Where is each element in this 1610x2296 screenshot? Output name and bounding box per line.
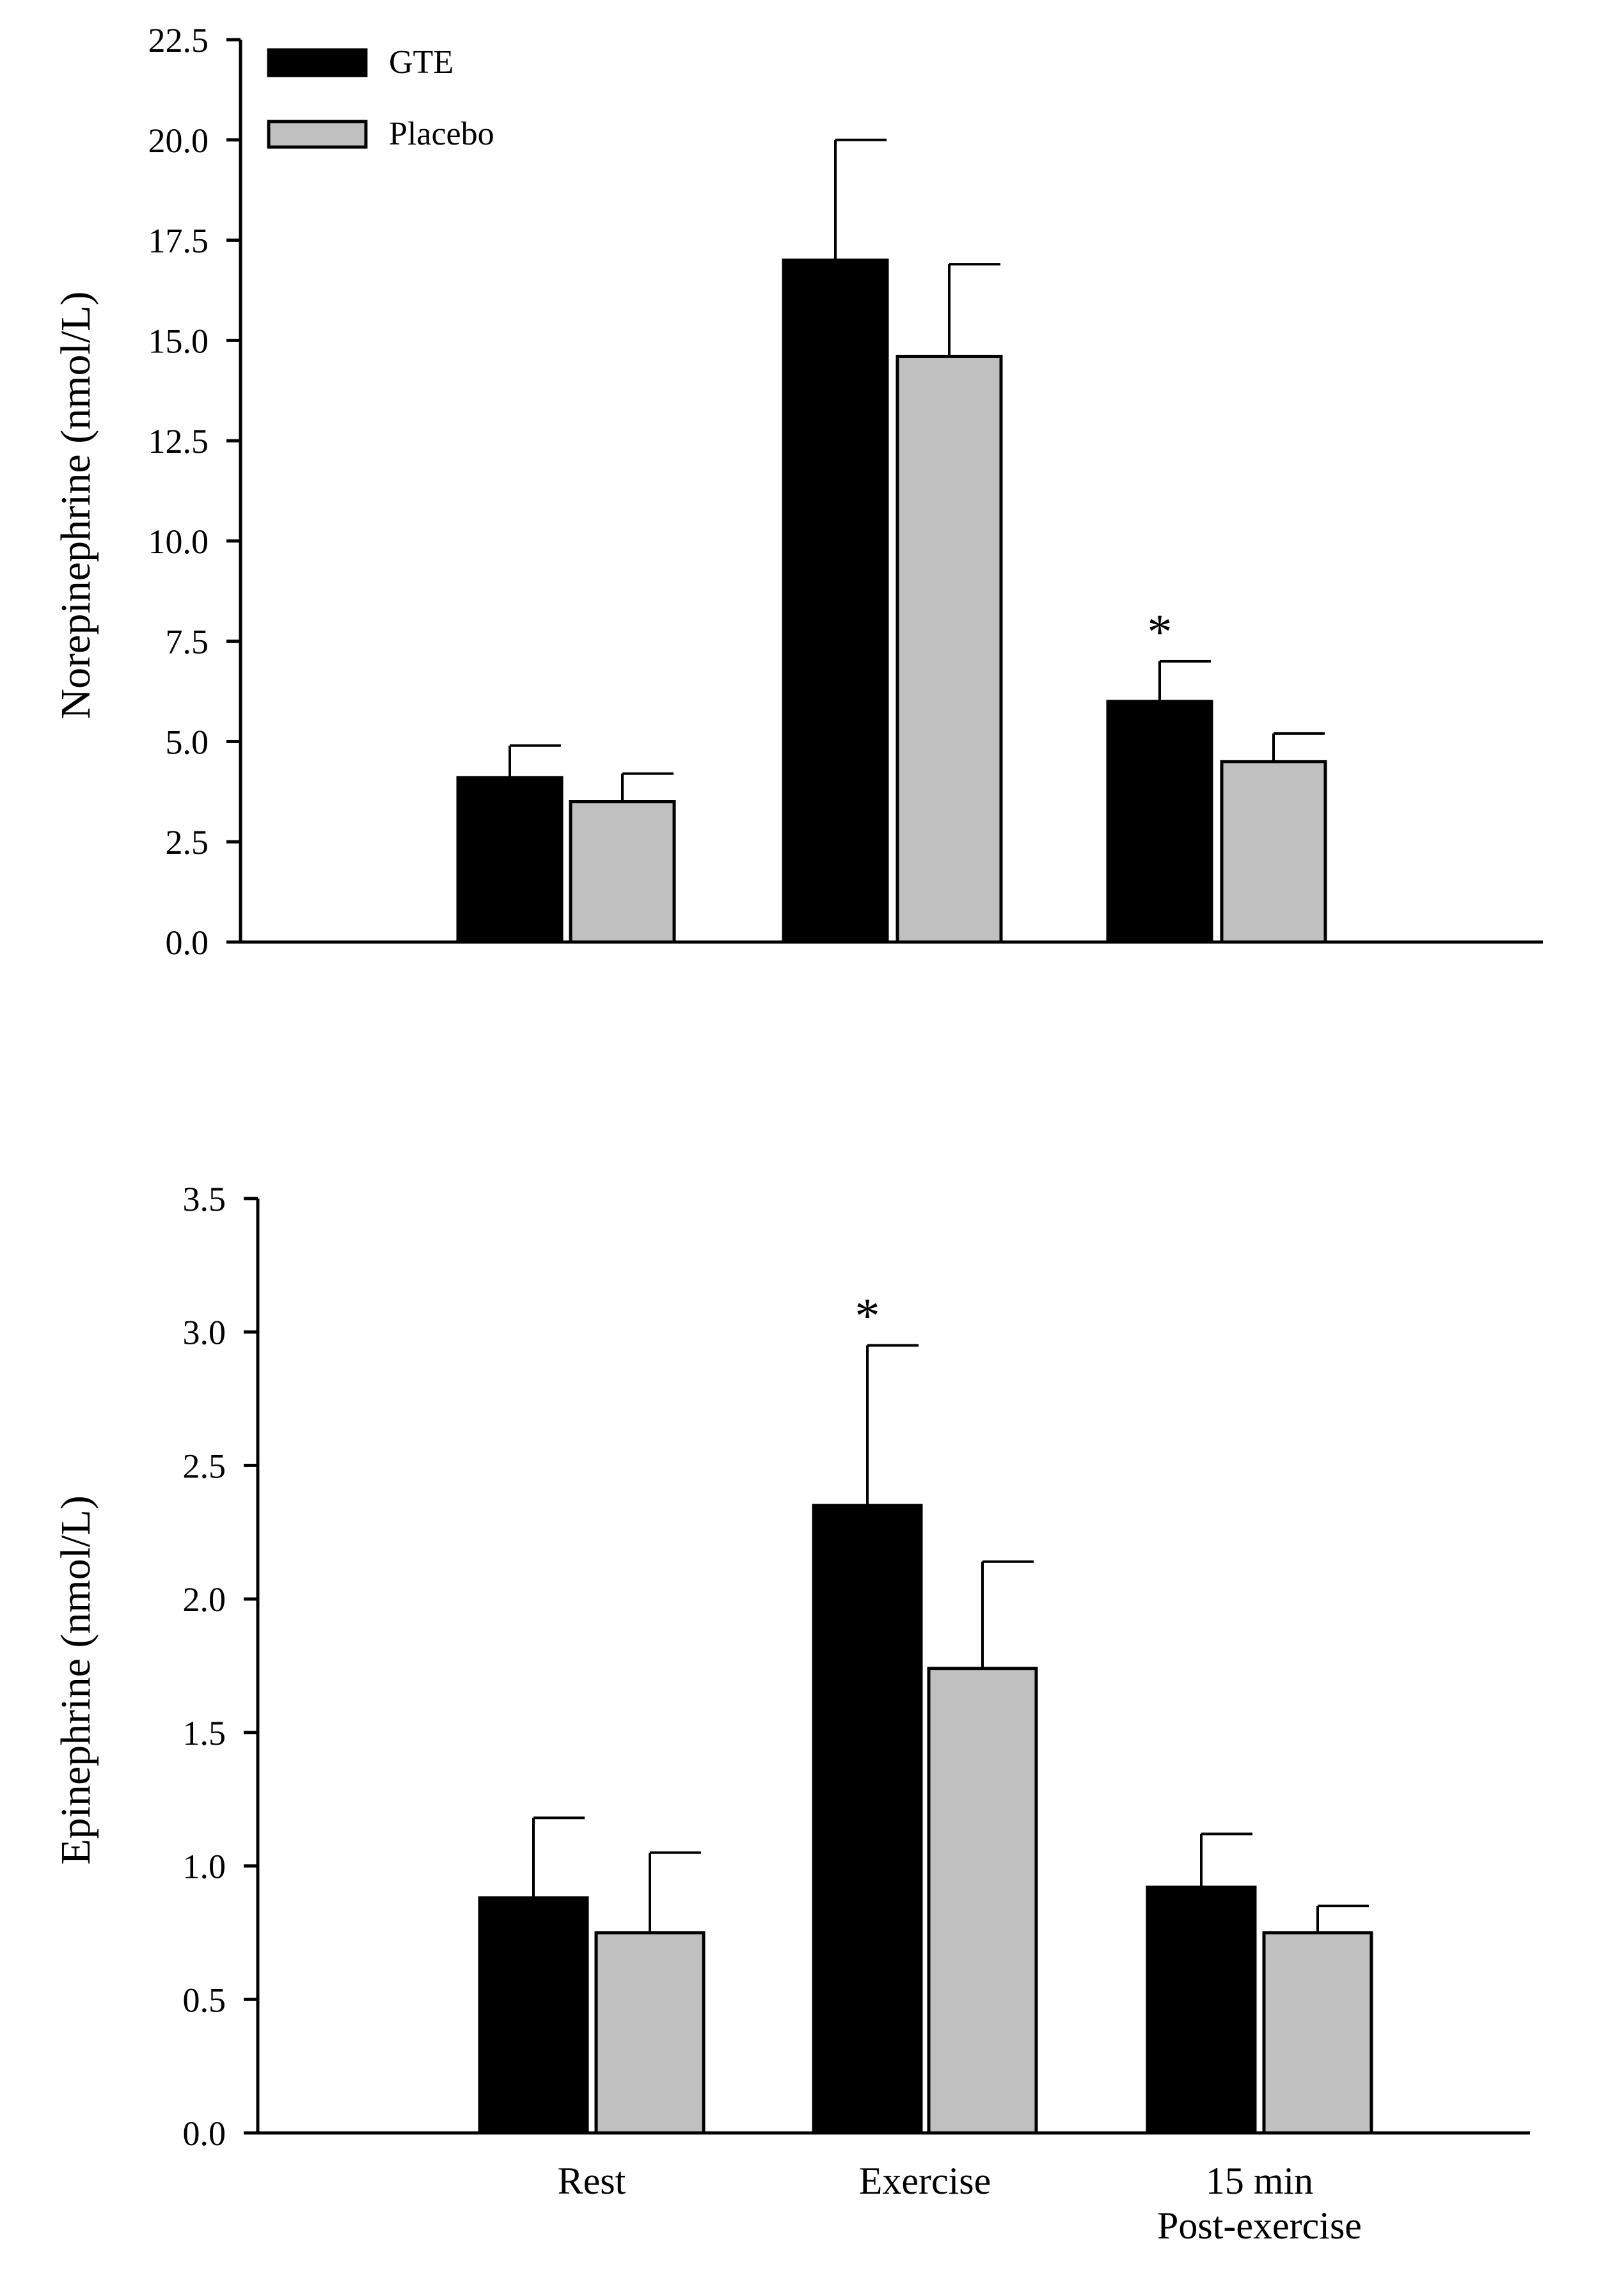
y-tick-label: 3.5 [183,1180,226,1218]
legend: GTE Placebo [267,44,494,152]
legend-label-placebo: Placebo [389,116,494,152]
y-tick-label: 2.5 [183,1447,226,1485]
y-tick-label: 17.5 [148,222,209,260]
bar-gte-2 [782,258,889,944]
y-tick-label: 2.0 [183,1580,226,1619]
y-tick-label: 1.0 [183,1848,226,1886]
legend-swatch-placebo [267,120,368,149]
category-label-line: 15 min [1206,2160,1313,2202]
y-tick-label: 12.5 [148,422,209,460]
bar-gte-2 [812,1504,923,2135]
y-axis-title: Epinephrine (nmol/L) [52,1495,99,1864]
bar-placebo-1 [594,1931,706,2135]
bar-gte-1 [456,776,564,944]
category-label-line: Post-exercise [1157,2205,1362,2247]
y-tick-label: 0.0 [166,924,209,962]
y-tick-label: 5.0 [166,723,209,761]
y-tick-label: 3.0 [183,1314,226,1352]
bar-placebo-3 [1262,1931,1373,2135]
bar-gte-1 [478,1896,589,2135]
y-tick-label: 15.0 [148,322,209,360]
y-axis-title: Norepinephrine (nmol/L) [52,292,99,719]
y-tick-label: 1.5 [183,1714,226,1752]
y-tick-label: 10.0 [148,523,209,561]
category-label: 15 min Post-exercise [1157,2160,1362,2247]
significance-marker: * [1148,604,1172,659]
bar-gte-3 [1106,700,1213,944]
y-tick-label: 22.5 [148,21,209,59]
category-label: Rest [558,2160,626,2202]
bar-placebo-2 [927,1667,1038,2135]
category-label-line: Exercise [859,2160,991,2202]
bar-placebo-1 [569,800,676,944]
category-label-line: Rest [558,2160,626,2202]
bar-placebo-3 [1220,760,1327,944]
chart-panel-1: 0.0 2.5 5.0 7.5 10.0 12.5 15.0 17.5 20.0 22.5 Nore… [52,21,1543,962]
bar-placebo-2 [896,354,1003,944]
y-tick-label: 20.0 [148,122,209,160]
y-tick-label: 0.5 [183,1981,226,2019]
legend-swatch-gte [267,48,368,77]
y-tick-label: 7.5 [166,623,209,661]
chart-panel-2: 0.0 0.5 1.0 1.5 2.0 2.5 3.0 3.5 Epinephrine (nmo… [52,1180,1530,2247]
y-tick-label: 0.0 [183,2114,226,2153]
bar-gte-3 [1146,1885,1257,2135]
significance-marker: * [855,1288,880,1344]
category-label: Exercise [859,2160,991,2202]
legend-label-gte: GTE [389,44,454,81]
y-tick-label: 2.5 [166,823,209,861]
